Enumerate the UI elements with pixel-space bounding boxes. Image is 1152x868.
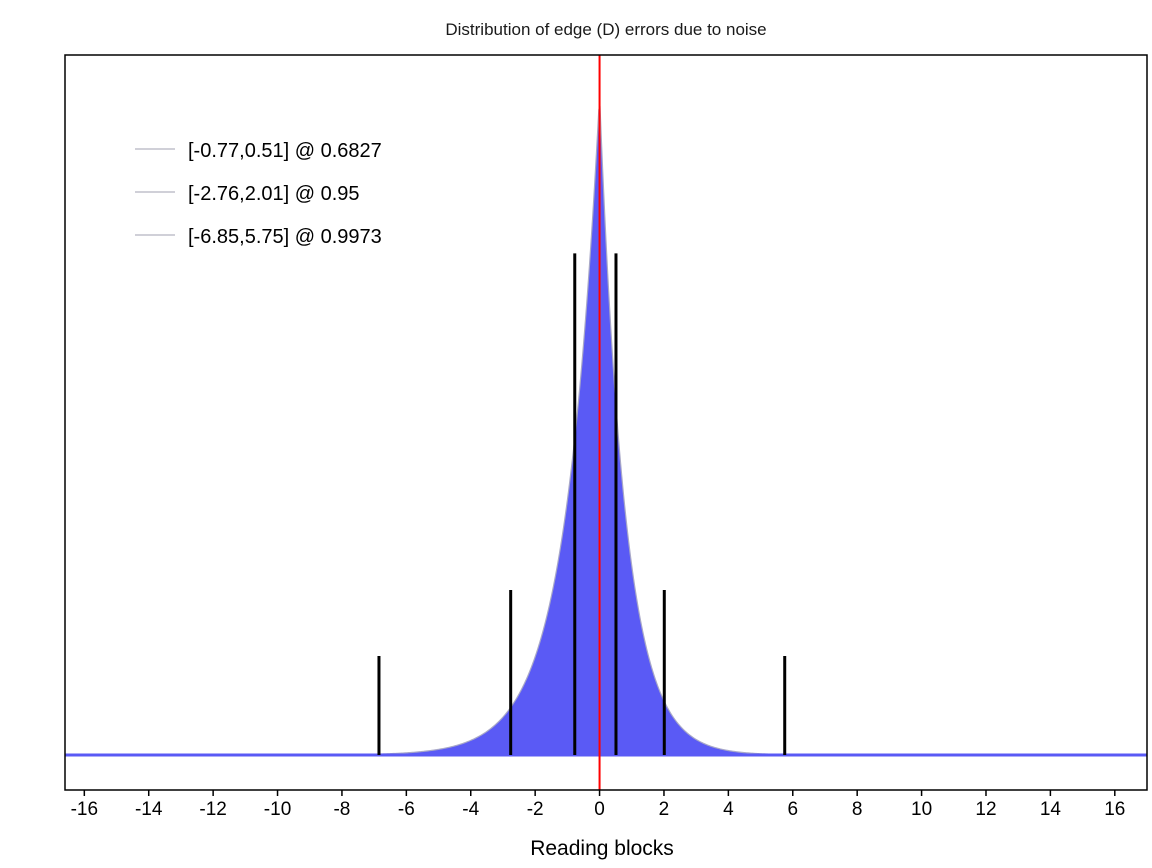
interval-markers <box>377 253 787 755</box>
legend-label: [-2.76,2.01] @ 0.95 <box>188 183 360 205</box>
x-tick-label: 6 <box>787 799 798 820</box>
x-tick-label: 14 <box>1040 799 1062 820</box>
legend: [-0.77,0.51] @ 0.6827 [-2.76,2.01] @ 0.95… <box>135 140 382 248</box>
x-tick-label: 4 <box>723 799 734 820</box>
x-axis-label: Reading blocks <box>530 837 674 860</box>
x-axis: -16 -14 -12 -10 -8 -6 -4 -2 0 2 4 6 8 10 12 14 16 <box>71 790 1125 820</box>
x-tick-label: -16 <box>71 799 98 820</box>
plot-frame <box>64 54 1148 791</box>
legend-label: [-0.77,0.51] @ 0.6827 <box>188 140 382 162</box>
x-tick-label: -2 <box>527 799 544 820</box>
x-tick-label: 10 <box>911 799 932 820</box>
chart-title: Distribution of edge (D) errors due to n… <box>445 20 766 39</box>
x-tick-label: -6 <box>398 799 415 820</box>
x-tick-label: -12 <box>199 799 226 820</box>
x-tick-label: -14 <box>135 799 163 820</box>
x-tick-label: -8 <box>333 799 350 820</box>
x-tick-label: 12 <box>975 799 996 820</box>
x-tick-label: 8 <box>852 799 863 820</box>
x-tick-label: -10 <box>264 799 291 820</box>
x-tick-label: -4 <box>462 799 479 820</box>
x-tick-label: 2 <box>659 799 670 820</box>
x-tick-label: 0 <box>594 799 605 820</box>
legend-label: [-6.85,5.75] @ 0.9973 <box>188 226 382 248</box>
x-tick-label: 16 <box>1104 799 1125 820</box>
